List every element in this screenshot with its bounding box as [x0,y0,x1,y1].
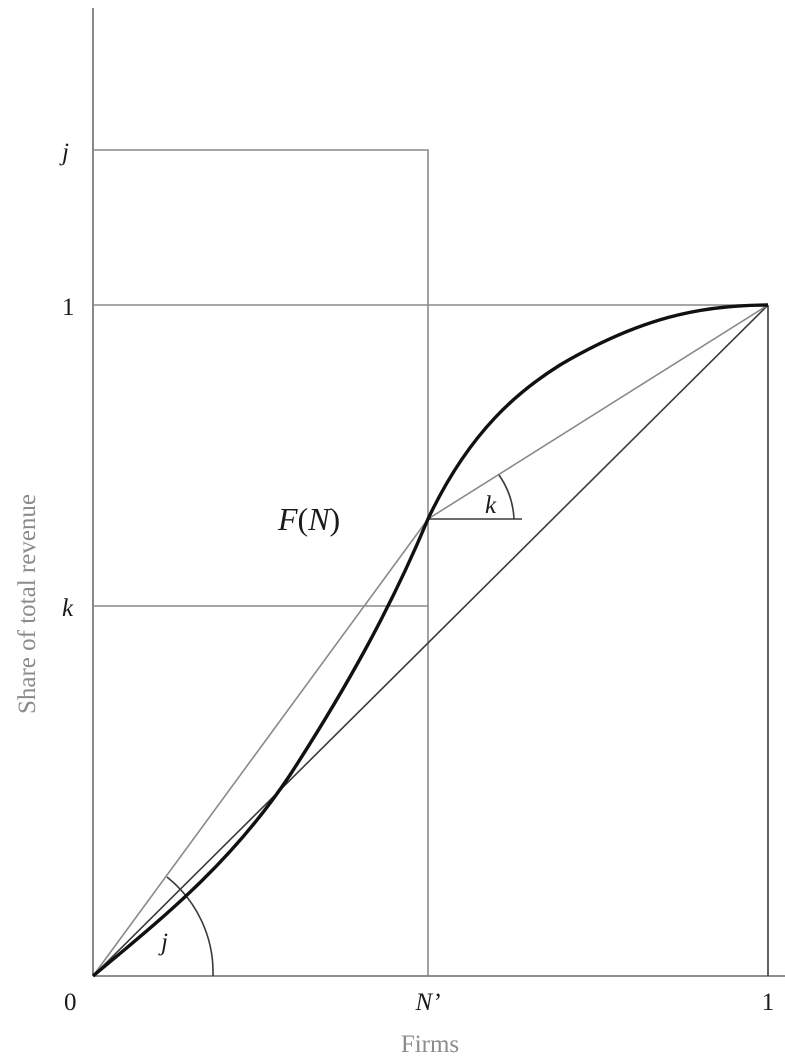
angle-j-arc [166,876,214,977]
y-tick-one: 1 [62,294,75,321]
curve-label-open: ( [298,501,309,537]
angle-k-arc [498,474,515,520]
f-of-n-curve [91,303,769,978]
j-level-guide [93,149,429,976]
curve-label: F(N) [277,501,340,537]
y-tick-j: j [59,139,69,166]
curve-label-close: ) [330,501,341,537]
y-tick-k: k [62,595,74,622]
chord-line-to-end [427,304,769,520]
angle-k-label: k [485,492,497,519]
origin-label: 0 [64,989,77,1016]
curve-label-func: F [277,501,298,537]
angle-j-label: j [158,929,168,956]
y-axis-title: Share of total revenue [14,494,41,714]
x-tick-n-prime: N’ [415,989,441,1016]
x-axis-title: Firms [401,1031,459,1058]
tangent-line-origin [92,518,429,977]
curve-label-arg: N [307,501,331,537]
x-tick-one: 1 [762,989,775,1016]
equality-diagonal [92,304,769,977]
